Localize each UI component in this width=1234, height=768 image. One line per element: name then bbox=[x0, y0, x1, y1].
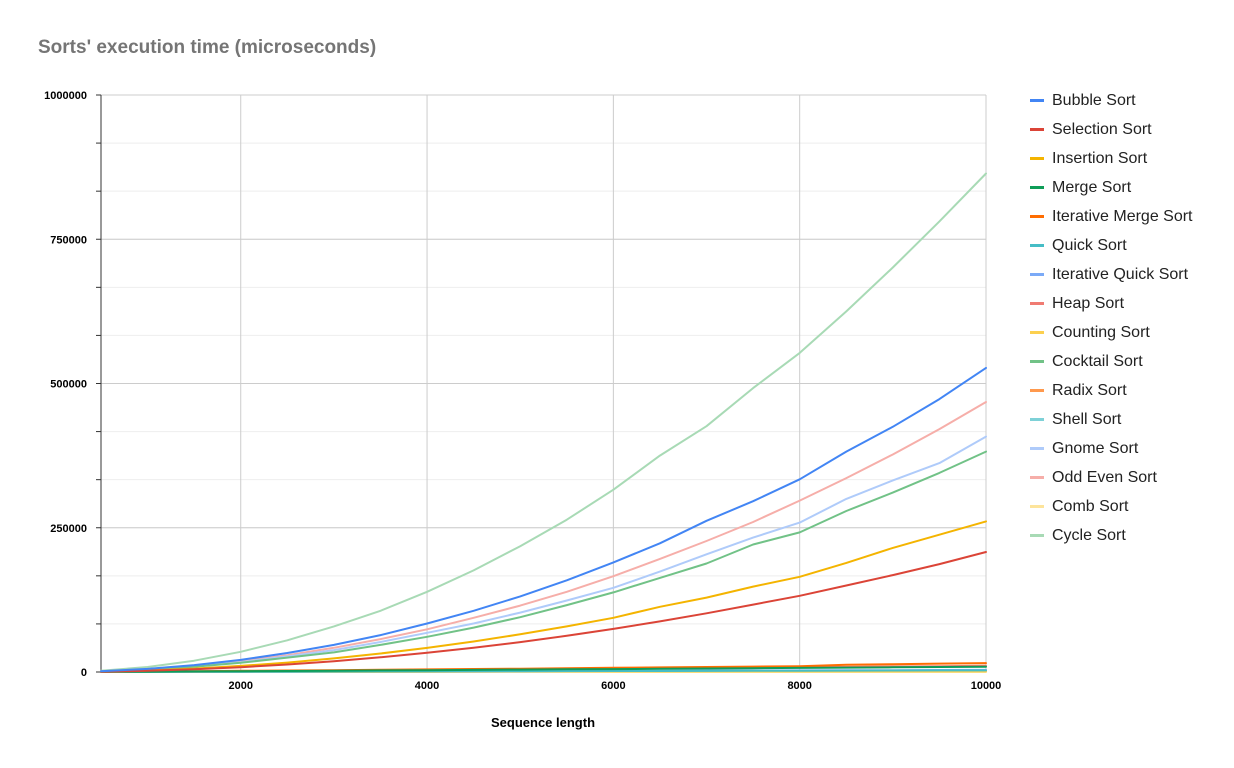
legend-label: Shell Sort bbox=[1052, 410, 1122, 428]
chart-legend: Bubble Sort Selection Sort Insertion Sort M… bbox=[1030, 86, 1193, 550]
legend-swatch bbox=[1030, 215, 1044, 218]
legend-swatch bbox=[1030, 157, 1044, 160]
series-line-odd-even-sort bbox=[100, 401, 987, 673]
y-tick-label: 250000 bbox=[50, 523, 87, 535]
legend-item: Gnome Sort bbox=[1030, 434, 1193, 463]
legend-item: Cycle Sort bbox=[1030, 521, 1193, 550]
legend-label: Merge Sort bbox=[1052, 178, 1132, 196]
legend-label: Cycle Sort bbox=[1052, 526, 1126, 544]
series-line-gnome-sort bbox=[100, 435, 987, 673]
x-tick-label: 2000 bbox=[228, 680, 252, 692]
legend-item: Merge Sort bbox=[1030, 173, 1193, 202]
series-line-cocktail-sort bbox=[100, 450, 987, 673]
legend-swatch bbox=[1030, 389, 1044, 392]
x-tick-label: 10000 bbox=[971, 680, 1002, 692]
legend-item: Iterative Quick Sort bbox=[1030, 260, 1193, 289]
y-tick-label: 0 bbox=[81, 667, 87, 679]
series-line-merge-sort bbox=[100, 665, 987, 673]
legend-label: Iterative Quick Sort bbox=[1052, 265, 1189, 283]
legend-swatch bbox=[1030, 476, 1044, 479]
chart-title: Sorts' execution time (microseconds) bbox=[38, 37, 377, 58]
legend-item: Shell Sort bbox=[1030, 405, 1193, 434]
series-line-bubble-sort bbox=[100, 366, 987, 673]
legend-swatch bbox=[1030, 99, 1044, 102]
y-tick-label: 750000 bbox=[50, 234, 87, 246]
legend-label: Gnome Sort bbox=[1052, 439, 1139, 457]
legend-swatch bbox=[1030, 447, 1044, 450]
y-tick-label: 1000000 bbox=[44, 90, 87, 102]
legend-item: Radix Sort bbox=[1030, 376, 1193, 405]
legend-swatch bbox=[1030, 302, 1044, 305]
legend-item: Bubble Sort bbox=[1030, 86, 1193, 115]
legend-swatch bbox=[1030, 244, 1044, 247]
y-tick-label: 500000 bbox=[50, 379, 87, 391]
legend-item: Cocktail Sort bbox=[1030, 347, 1193, 376]
legend-label: Quick Sort bbox=[1052, 236, 1127, 254]
series-line-selection-sort bbox=[100, 551, 987, 673]
legend-swatch bbox=[1030, 128, 1044, 131]
legend-swatch bbox=[1030, 360, 1044, 363]
legend-label: Comb Sort bbox=[1052, 497, 1129, 515]
legend-label: Heap Sort bbox=[1052, 294, 1125, 312]
legend-item: Quick Sort bbox=[1030, 231, 1193, 260]
legend-item: Heap Sort bbox=[1030, 289, 1193, 318]
legend-label: Cocktail Sort bbox=[1052, 352, 1143, 370]
legend-item: Odd Even Sort bbox=[1030, 463, 1193, 492]
legend-label: Selection Sort bbox=[1052, 120, 1152, 138]
legend-label: Counting Sort bbox=[1052, 323, 1150, 341]
x-tick-label: 6000 bbox=[601, 680, 625, 692]
x-tick-label: 8000 bbox=[787, 680, 811, 692]
legend-swatch bbox=[1030, 273, 1044, 276]
series-line-cycle-sort bbox=[100, 172, 987, 672]
legend-swatch bbox=[1030, 418, 1044, 421]
legend-item: Iterative Merge Sort bbox=[1030, 202, 1193, 231]
legend-label: Insertion Sort bbox=[1052, 149, 1148, 167]
legend-label: Radix Sort bbox=[1052, 381, 1127, 399]
legend-swatch bbox=[1030, 331, 1044, 334]
legend-item: Selection Sort bbox=[1030, 115, 1193, 144]
series-line-insertion-sort bbox=[100, 520, 987, 673]
legend-swatch bbox=[1030, 534, 1044, 537]
legend-swatch bbox=[1030, 505, 1044, 508]
legend-item: Counting Sort bbox=[1030, 318, 1193, 347]
x-axis-label: Sequence length bbox=[491, 715, 595, 730]
legend-item: Comb Sort bbox=[1030, 492, 1193, 521]
legend-label: Bubble Sort bbox=[1052, 91, 1136, 109]
legend-swatch bbox=[1030, 186, 1044, 189]
legend-item: Insertion Sort bbox=[1030, 144, 1193, 173]
legend-label: Iterative Merge Sort bbox=[1052, 207, 1193, 225]
legend-label: Odd Even Sort bbox=[1052, 468, 1157, 486]
x-tick-label: 4000 bbox=[415, 680, 439, 692]
